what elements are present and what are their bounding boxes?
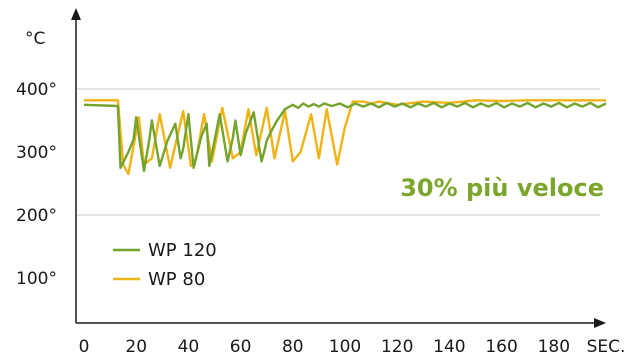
x-tick-label: 180 bbox=[538, 337, 570, 357]
y-tick-label: 300° bbox=[16, 143, 57, 163]
x-tick-label: 160 bbox=[485, 337, 517, 357]
series-line-wp120 bbox=[83, 101, 607, 173]
x-tick-label: 40 bbox=[178, 337, 200, 357]
x-tick-label: 140 bbox=[433, 337, 465, 357]
x-tick-label: 80 bbox=[282, 337, 304, 357]
x-tick-label: 100 bbox=[329, 337, 361, 357]
x-tick-label: 0 bbox=[79, 337, 90, 357]
grid bbox=[76, 88, 600, 216]
legend-item-wp80: WP 80 bbox=[113, 269, 205, 290]
series-line-wp80 bbox=[84, 99, 606, 176]
y-tick-labels: 100° 200° 300° 400° bbox=[16, 80, 57, 289]
y-axis-arrow bbox=[71, 8, 81, 20]
x-tick-label: 60 bbox=[230, 337, 252, 357]
axes bbox=[71, 8, 606, 328]
x-tick-label: 20 bbox=[125, 337, 147, 357]
series-layer bbox=[83, 99, 607, 176]
y-tick-label: 400° bbox=[16, 80, 57, 100]
speed-annotation: 30% più veloce bbox=[400, 174, 604, 202]
legend-item-wp120: WP 120 bbox=[113, 240, 217, 261]
legend-label-wp80: WP 80 bbox=[148, 269, 205, 290]
legend-label-wp120: WP 120 bbox=[148, 240, 217, 261]
y-tick-label: 100° bbox=[16, 269, 57, 289]
x-tick-label: SEC. bbox=[587, 337, 626, 357]
y-tick-label: 200° bbox=[16, 206, 57, 226]
y-axis-label: °C bbox=[25, 29, 45, 49]
legend: WP 120 WP 80 bbox=[113, 240, 217, 290]
x-axis-arrow bbox=[594, 318, 606, 328]
x-tick-labels: 0 20 40 60 80 100 120 140 160 180 SEC. bbox=[79, 337, 626, 357]
x-tick-label: 120 bbox=[381, 337, 413, 357]
